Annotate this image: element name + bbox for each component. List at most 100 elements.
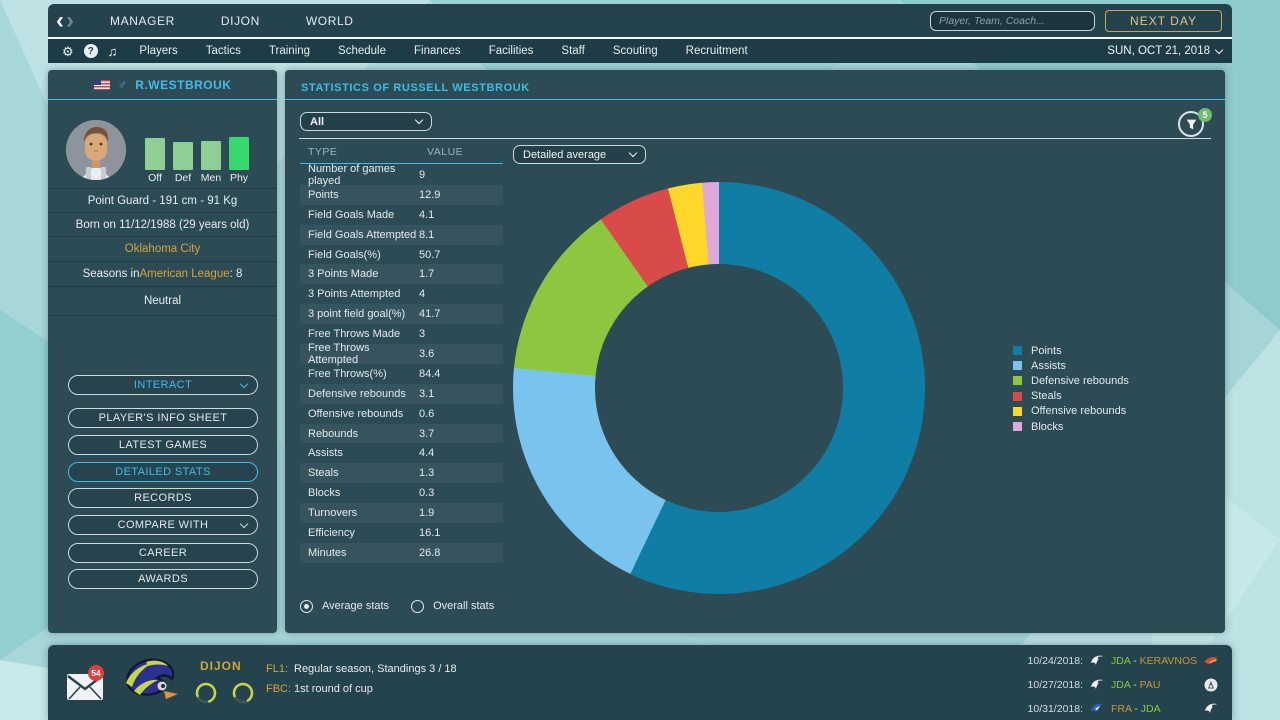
team-name: FRA — [1111, 703, 1132, 715]
legend-item-offensive-rebounds: Offensive rebounds — [1013, 404, 1129, 419]
button-label: DETAILED STATS — [115, 466, 211, 478]
stat-row-field-goals-attempted: Field Goals Attempted 8.1 — [300, 224, 503, 245]
sidebar-button-awards[interactable]: AWARDS — [68, 569, 258, 589]
legend-item-points: Points — [1013, 343, 1129, 358]
attribute-bar-men — [201, 141, 221, 170]
forward-icon[interactable]: › — [66, 7, 74, 34]
stat-value: 4.1 — [419, 208, 435, 221]
topbar-divider — [48, 37, 1232, 39]
competition-text: Regular season, Standings 3 / 18 — [294, 663, 457, 675]
stat-type: Field Goals Attempted — [308, 228, 417, 241]
stats-mode-radios: Average stats Overall stats — [300, 598, 516, 614]
stat-row-steals: Steals 1.3 — [300, 463, 503, 484]
legend-swatch — [1013, 422, 1022, 432]
title-underline — [285, 99, 1225, 100]
fixture-teams: JDA - PAU — [1111, 679, 1203, 691]
top-tab-manager[interactable]: MANAGER — [110, 14, 175, 28]
nav-item-tactics[interactable]: Tactics — [205, 45, 241, 57]
male-gender-icon: ♂ — [117, 77, 128, 92]
nav-item-training[interactable]: Training — [268, 45, 311, 57]
nav-item-scouting[interactable]: Scouting — [612, 45, 658, 57]
fixture-row-fra-jda[interactable]: 10/31/2018: FRA - JDA — [996, 697, 1226, 720]
stats-filter-select[interactable]: All — [300, 112, 432, 131]
info-text: Neutral — [143, 295, 182, 307]
sidebar-button-compare-with[interactable]: COMPARE WITH — [68, 515, 258, 535]
sidebar-button-latest-games[interactable]: LATEST GAMES — [68, 435, 258, 455]
stat-value: 1.9 — [419, 507, 435, 520]
info-text: Point Guard - 191 cm - 91 Kg — [87, 194, 238, 207]
player-sidebar: ♂ R.WESTBROUK Off Def Men Phy Point Guard -… — [48, 70, 277, 633]
info-text: Oklahoma City — [124, 243, 201, 255]
stat-row-field-goals-made: Field Goals Made 4.1 — [300, 205, 503, 225]
interact-label: INTERACT — [133, 379, 193, 391]
back-icon[interactable]: ‹ — [56, 7, 64, 34]
nav-items: Players Tactics Training Schedule Finances Fa… — [139, 45, 747, 57]
legend-label: Defensive rebounds — [1031, 374, 1129, 387]
fixture-teams: JDA - KERAVNOS — [1111, 655, 1203, 667]
detail-average-value: Detailed average — [523, 148, 607, 161]
nav-item-recruitment[interactable]: Recruitment — [685, 45, 748, 57]
competition-code: FBC: — [266, 683, 292, 695]
top-tab-world[interactable]: WORLD — [305, 14, 354, 28]
radio-overall-stats[interactable]: Overall stats — [411, 599, 495, 613]
fixture-row-jda-keravnos[interactable]: 10/24/2018: JDA - KERAVNOS — [996, 649, 1226, 673]
nav-item-finances[interactable]: Finances — [414, 45, 461, 57]
stat-value: 3.6 — [419, 347, 435, 360]
nav-item-schedule[interactable]: Schedule — [338, 45, 387, 57]
fixture-date: 10/27/2018: — [1027, 679, 1083, 691]
stat-value: 3 — [419, 328, 426, 341]
legend-item-assists: Assists — [1013, 358, 1129, 373]
sidebar-button-records[interactable]: RECORDS — [68, 488, 258, 508]
legend-label: Offensive rebounds — [1031, 405, 1127, 418]
upcoming-fixtures: 10/24/2018: JDA - KERAVNOS 10/27/2018: JDA … — [996, 649, 1226, 720]
table-header-underline — [300, 163, 503, 164]
player-info-row: Seasons in American League: 8 — [48, 261, 277, 286]
stat-row-free-throws-attempted: Free Throws Attempted 3.6 — [300, 342, 503, 366]
competition-status: FL1: Regular season, Standings 3 / 18 FB… — [266, 659, 457, 699]
filter-count-badge: 5 — [1198, 108, 1212, 122]
detail-average-select[interactable]: Detailed average — [513, 145, 646, 164]
next-day-button[interactable]: NEXT DAY — [1105, 10, 1222, 32]
sidebar-button-career[interactable]: CAREER — [68, 543, 258, 563]
attribute-label: Off — [148, 172, 162, 184]
stat-value: 26.8 — [419, 546, 441, 559]
nav-item-staff[interactable]: Staff — [561, 45, 585, 57]
attribute-def: Def — [173, 142, 193, 184]
top-tabs: MANAGER DIJON WORLD — [110, 14, 354, 28]
stat-value: 1.7 — [419, 268, 435, 281]
player-info-row: Neutral — [48, 286, 277, 316]
settings-gear-icon[interactable]: ⚙ — [62, 43, 74, 59]
filter-funnel-icon[interactable] — [1178, 111, 1204, 137]
radio-label: Overall stats — [433, 600, 495, 612]
button-label: LATEST GAMES — [118, 439, 208, 451]
chevron-down-icon — [628, 148, 638, 158]
fixture-row-jda-pau[interactable]: 10/27/2018: JDA - PAU — [996, 673, 1226, 697]
search-input[interactable] — [930, 11, 1095, 31]
button-label: AWARDS — [138, 573, 188, 585]
date-dropdown[interactable]: SUN, OCT 21, 2018 — [1107, 39, 1224, 63]
nav-item-players[interactable]: Players — [139, 45, 178, 57]
table-header: TYPE VALUE — [300, 146, 503, 163]
club-name[interactable]: DIJON — [200, 659, 242, 673]
competition-row: FL1: Regular season, Standings 3 / 18 — [266, 659, 457, 679]
team-name: PAU — [1139, 679, 1161, 691]
music-icon[interactable]: ♫ — [107, 43, 118, 59]
nav-item-facilities[interactable]: Facilities — [488, 45, 534, 57]
sidebar-button-detailed-stats[interactable]: DETAILED STATS — [68, 462, 258, 482]
column-header-value: VALUE — [427, 146, 464, 158]
interact-dropdown[interactable]: INTERACT — [68, 375, 258, 395]
radio-selected-dot — [304, 603, 309, 609]
radio-circle[interactable] — [411, 599, 425, 613]
chevron-down-icon — [239, 379, 249, 388]
sidebar-button-player-s-info-sheet[interactable]: PLAYER'S INFO SHEET — [68, 408, 258, 428]
top-tab-dijon[interactable]: DIJON — [220, 14, 260, 28]
radio-average-stats[interactable]: Average stats — [300, 599, 389, 613]
help-icon[interactable]: ? — [83, 44, 98, 58]
button-label: CAREER — [138, 547, 188, 559]
stat-row-turnovers: Turnovers 1.9 — [300, 503, 503, 524]
radio-circle[interactable] — [300, 599, 313, 613]
top-bar: ‹ › MANAGER DIJON WORLD NEXT DAY — [48, 4, 1232, 38]
stat-row-efficiency: Efficiency 16.1 — [300, 523, 503, 543]
team-name: JDA — [1111, 655, 1131, 667]
stat-value: 8.1 — [419, 228, 435, 241]
